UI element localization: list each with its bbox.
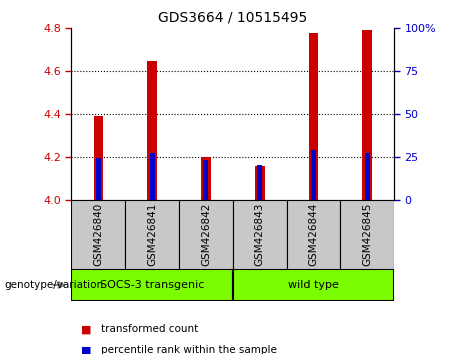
Bar bbox=[148, 61, 157, 200]
Text: GSM426841: GSM426841 bbox=[147, 203, 157, 266]
Bar bbox=[309, 33, 318, 200]
Title: GDS3664 / 10515495: GDS3664 / 10515495 bbox=[158, 10, 307, 24]
FancyBboxPatch shape bbox=[233, 269, 394, 301]
FancyBboxPatch shape bbox=[179, 200, 233, 269]
Text: percentile rank within the sample: percentile rank within the sample bbox=[101, 346, 278, 354]
Text: GSM426842: GSM426842 bbox=[201, 203, 211, 266]
Text: wild type: wild type bbox=[288, 280, 339, 290]
FancyBboxPatch shape bbox=[340, 200, 394, 269]
FancyBboxPatch shape bbox=[71, 269, 233, 301]
Text: GSM426843: GSM426843 bbox=[254, 203, 265, 266]
Bar bbox=[94, 116, 103, 200]
FancyBboxPatch shape bbox=[125, 200, 179, 269]
Bar bbox=[365, 153, 370, 200]
Text: GSM426844: GSM426844 bbox=[308, 203, 319, 266]
Text: transformed count: transformed count bbox=[101, 324, 199, 334]
Bar bbox=[201, 157, 211, 200]
Text: ■: ■ bbox=[81, 324, 91, 334]
FancyBboxPatch shape bbox=[233, 200, 287, 269]
Text: SOCS-3 transgenic: SOCS-3 transgenic bbox=[100, 280, 204, 290]
Text: ■: ■ bbox=[81, 346, 91, 354]
Bar bbox=[96, 158, 101, 200]
Bar bbox=[311, 150, 316, 200]
FancyBboxPatch shape bbox=[287, 200, 340, 269]
FancyBboxPatch shape bbox=[71, 200, 125, 269]
Text: GSM426840: GSM426840 bbox=[93, 203, 103, 266]
Bar bbox=[257, 165, 262, 200]
Text: GSM426845: GSM426845 bbox=[362, 203, 372, 266]
Bar bbox=[150, 153, 154, 200]
Bar bbox=[203, 160, 208, 200]
Text: genotype/variation: genotype/variation bbox=[5, 280, 104, 290]
Bar bbox=[255, 166, 265, 200]
Bar bbox=[362, 30, 372, 200]
